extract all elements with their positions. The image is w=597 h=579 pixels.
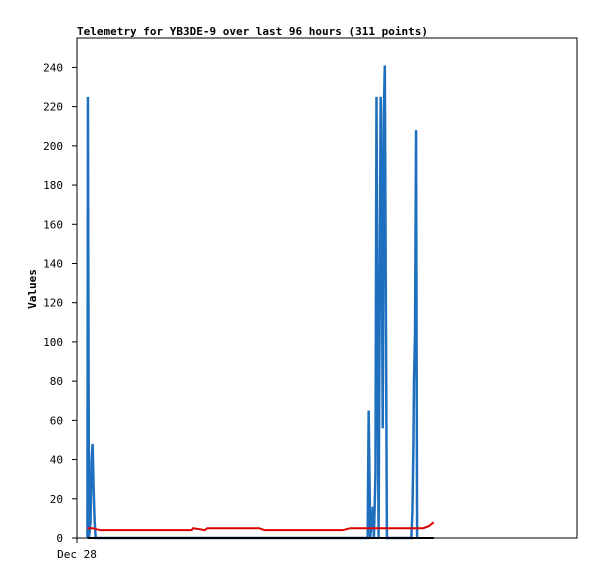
y-tick-label: 60 xyxy=(50,414,63,427)
y-tick-label: 120 xyxy=(43,297,63,310)
y-tick-label: 200 xyxy=(43,140,63,153)
x-tick-label: Dec 28 xyxy=(57,548,97,561)
y-tick-label: 100 xyxy=(43,336,63,349)
series-layer xyxy=(86,65,435,540)
series-line-1 xyxy=(87,521,435,532)
y-tick-label: 220 xyxy=(43,101,63,114)
x-axis-ticks: Dec 28 xyxy=(57,538,97,561)
y-tick-label: 40 xyxy=(50,454,63,467)
y-tick-label: 180 xyxy=(43,179,63,192)
y-tick-label: 80 xyxy=(50,375,63,388)
y-tick-label: 240 xyxy=(43,61,63,74)
y-tick-label: 20 xyxy=(50,493,63,506)
chart-title: Telemetry for YB3DE-9 over last 96 hours… xyxy=(77,25,428,38)
y-axis-ticks: 0 20 40 60 80 100 120 140 160 180 200 220 240 xyxy=(43,61,77,545)
y-tick-label: 160 xyxy=(43,218,63,231)
series-line-0 xyxy=(86,65,419,540)
plot-area xyxy=(76,37,578,539)
y-tick-label: 0 xyxy=(56,532,63,545)
y-axis-label: Values xyxy=(26,269,39,309)
y-tick-label: 140 xyxy=(43,257,63,270)
